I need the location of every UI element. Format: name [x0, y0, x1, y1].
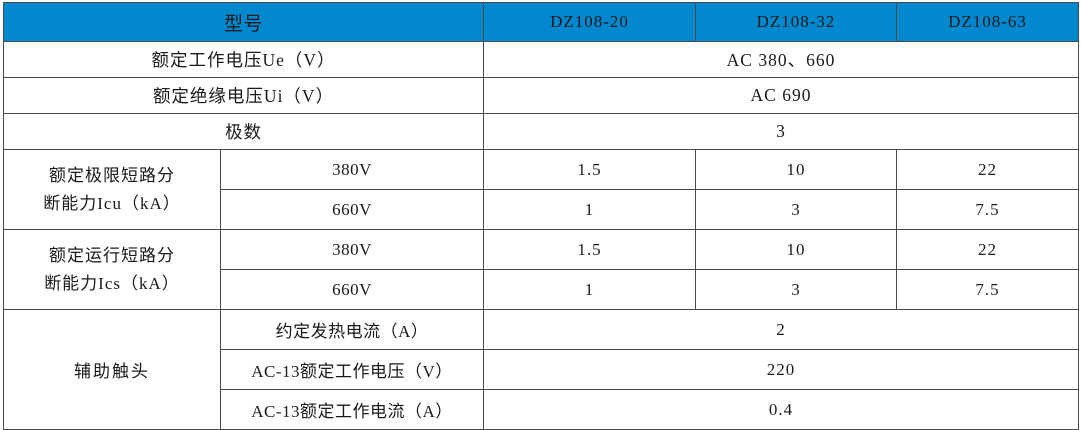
header-row-label: 型号: [2, 2, 485, 42]
value-aux-thermal-current: 2: [483, 309, 1080, 350]
group-label-auxiliary-contacts: 辅助触头: [3, 309, 221, 430]
value-icu-660v-dz108-63: 7.5: [896, 189, 1080, 230]
value-ics-380v-dz108-63: 22: [896, 229, 1080, 270]
table-row-aux-thermal-current: 辅助触头 约定发热电流（A） 2: [3, 309, 1080, 430]
table-row-ics-380v: 额定运行短路分 断能力Ics（kA） 380V 1.5 10 22: [3, 229, 1080, 310]
value-aux-ac13-voltage: 220: [483, 349, 1080, 390]
row-label-rated-operational-voltage: 额定工作电压Ue（V）: [2, 41, 485, 78]
group-label-ics: 额定运行短路分 断能力Ics（kA）: [3, 229, 221, 310]
sub-label-aux-thermal-current: 约定发热电流（A）: [219, 309, 485, 350]
value-icu-380v-dz108-20: 1.5: [483, 149, 697, 190]
value-rated-insulation-voltage: AC 690: [483, 77, 1080, 114]
value-icu-660v-dz108-32: 3: [695, 189, 898, 230]
sub-label-aux-ac13-current: AC-13额定工作电流（A）: [219, 389, 485, 430]
sub-label-ics-380v: 380V: [219, 229, 485, 270]
value-poles: 3: [483, 113, 1080, 150]
value-ics-660v-dz108-20: 1: [483, 269, 697, 310]
row-label-rated-insulation-voltage: 额定绝缘电压Ui（V）: [2, 77, 485, 114]
group-label-icu-line2: 断能力Icu（kA）: [43, 193, 181, 213]
value-icu-380v-dz108-32: 10: [695, 149, 898, 190]
value-ics-660v-dz108-32: 3: [695, 269, 898, 310]
table-row-icu-660v: 660V 1 3 7.5: [4, 189, 1080, 230]
group-label-icu-line1: 额定极限短路分: [49, 165, 175, 185]
group-label-ics-line1: 额定运行短路分: [49, 245, 175, 265]
header-model-dz108-20: DZ108-20: [483, 2, 697, 42]
value-rated-operational-voltage: AC 380、660: [483, 41, 1080, 78]
header-model-dz108-63: DZ108-63: [896, 2, 1080, 42]
value-ics-660v-dz108-63: 7.5: [896, 269, 1080, 310]
table-header-row: 型号 DZ108-20 DZ108-32 DZ108-63: [2, 2, 1080, 42]
value-icu-660v-dz108-20: 1: [483, 189, 697, 230]
sub-label-ics-660v: 660V: [219, 269, 485, 310]
table-row-icu-380v: 额定极限短路分 断能力Icu（kA） 380V 1.5 10 22: [3, 149, 1080, 230]
table-row-rated-insulation-voltage: 额定绝缘电压Ui（V） AC 690: [2, 77, 1080, 114]
table-row-rated-operational-voltage: 额定工作电压Ue（V） AC 380、660: [2, 41, 1080, 78]
row-label-poles: 极数: [2, 113, 485, 150]
group-label-icu: 额定极限短路分 断能力Icu（kA）: [3, 149, 221, 230]
value-ics-380v-dz108-20: 1.5: [483, 229, 697, 270]
sub-label-icu-380v: 380V: [219, 149, 485, 190]
sub-label-icu-660v: 660V: [219, 189, 485, 230]
value-icu-380v-dz108-63: 22: [896, 149, 1080, 190]
header-model-dz108-32: DZ108-32: [695, 2, 898, 42]
value-aux-ac13-current: 0.4: [483, 389, 1080, 430]
table-row-ics-660v: 660V 1 3 7.5: [4, 269, 1080, 310]
group-label-ics-line2: 断能力Ics（kA）: [44, 273, 180, 293]
table-row-poles: 极数 3: [2, 113, 1080, 150]
sub-label-aux-ac13-voltage: AC-13额定工作电压（V）: [219, 349, 485, 390]
value-ics-380v-dz108-32: 10: [695, 229, 898, 270]
